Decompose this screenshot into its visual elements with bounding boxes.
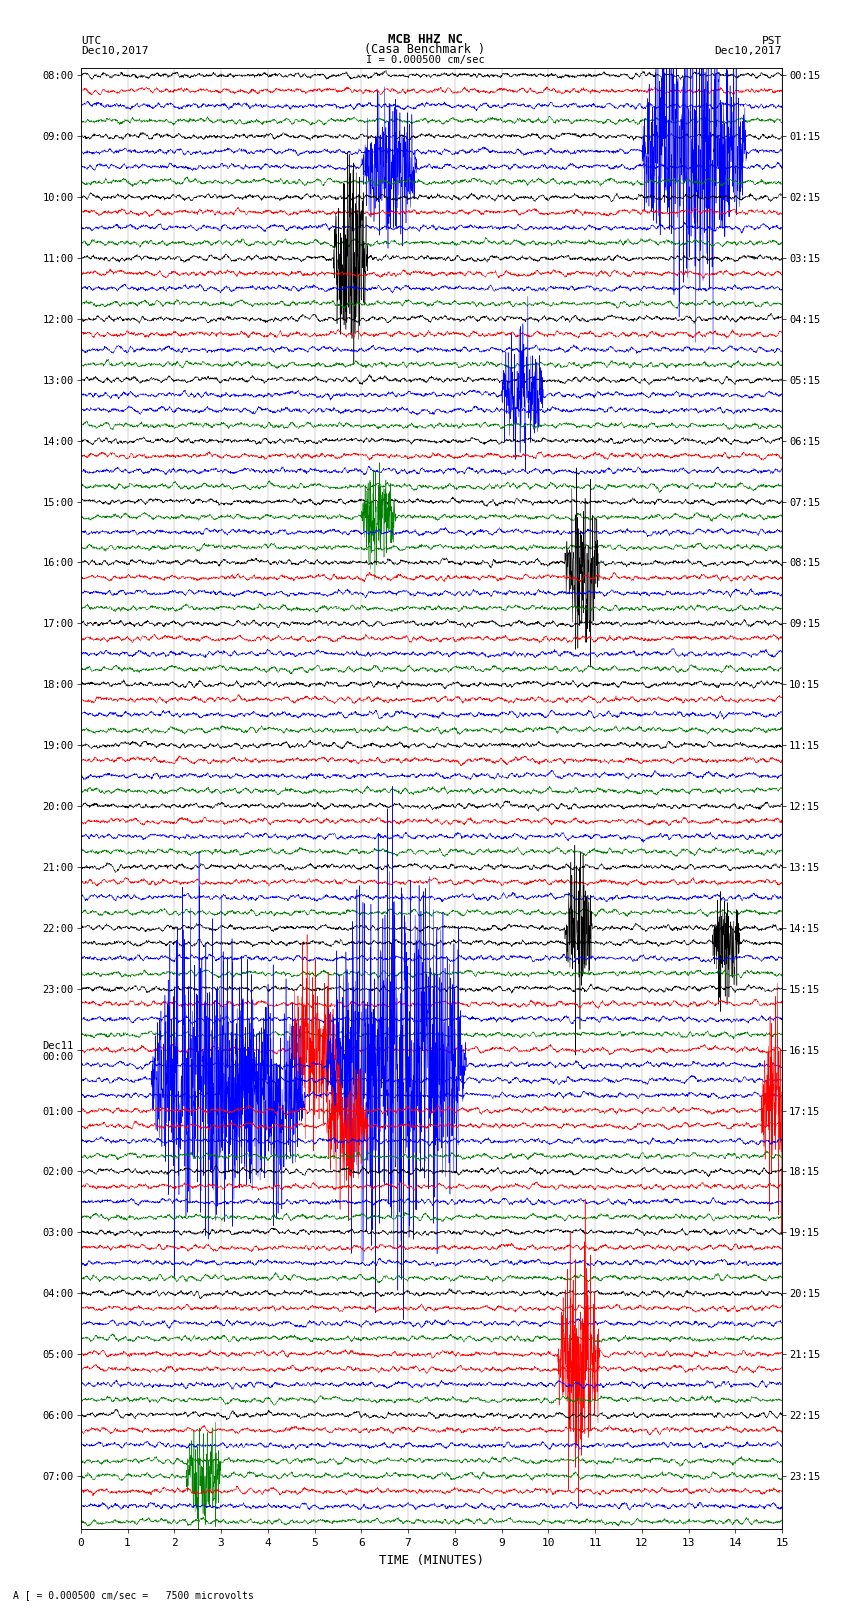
Text: Dec10,2017: Dec10,2017: [81, 47, 148, 56]
Text: PST: PST: [762, 35, 782, 45]
Text: UTC: UTC: [81, 35, 101, 45]
Text: I = 0.000500 cm/sec: I = 0.000500 cm/sec: [366, 55, 484, 65]
Text: MCB HHZ NC: MCB HHZ NC: [388, 32, 462, 45]
X-axis label: TIME (MINUTES): TIME (MINUTES): [379, 1553, 484, 1566]
Text: A [ = 0.000500 cm/sec =   7500 microvolts: A [ = 0.000500 cm/sec = 7500 microvolts: [13, 1590, 253, 1600]
Text: Dec10,2017: Dec10,2017: [715, 47, 782, 56]
Text: (Casa Benchmark ): (Casa Benchmark ): [365, 44, 485, 56]
